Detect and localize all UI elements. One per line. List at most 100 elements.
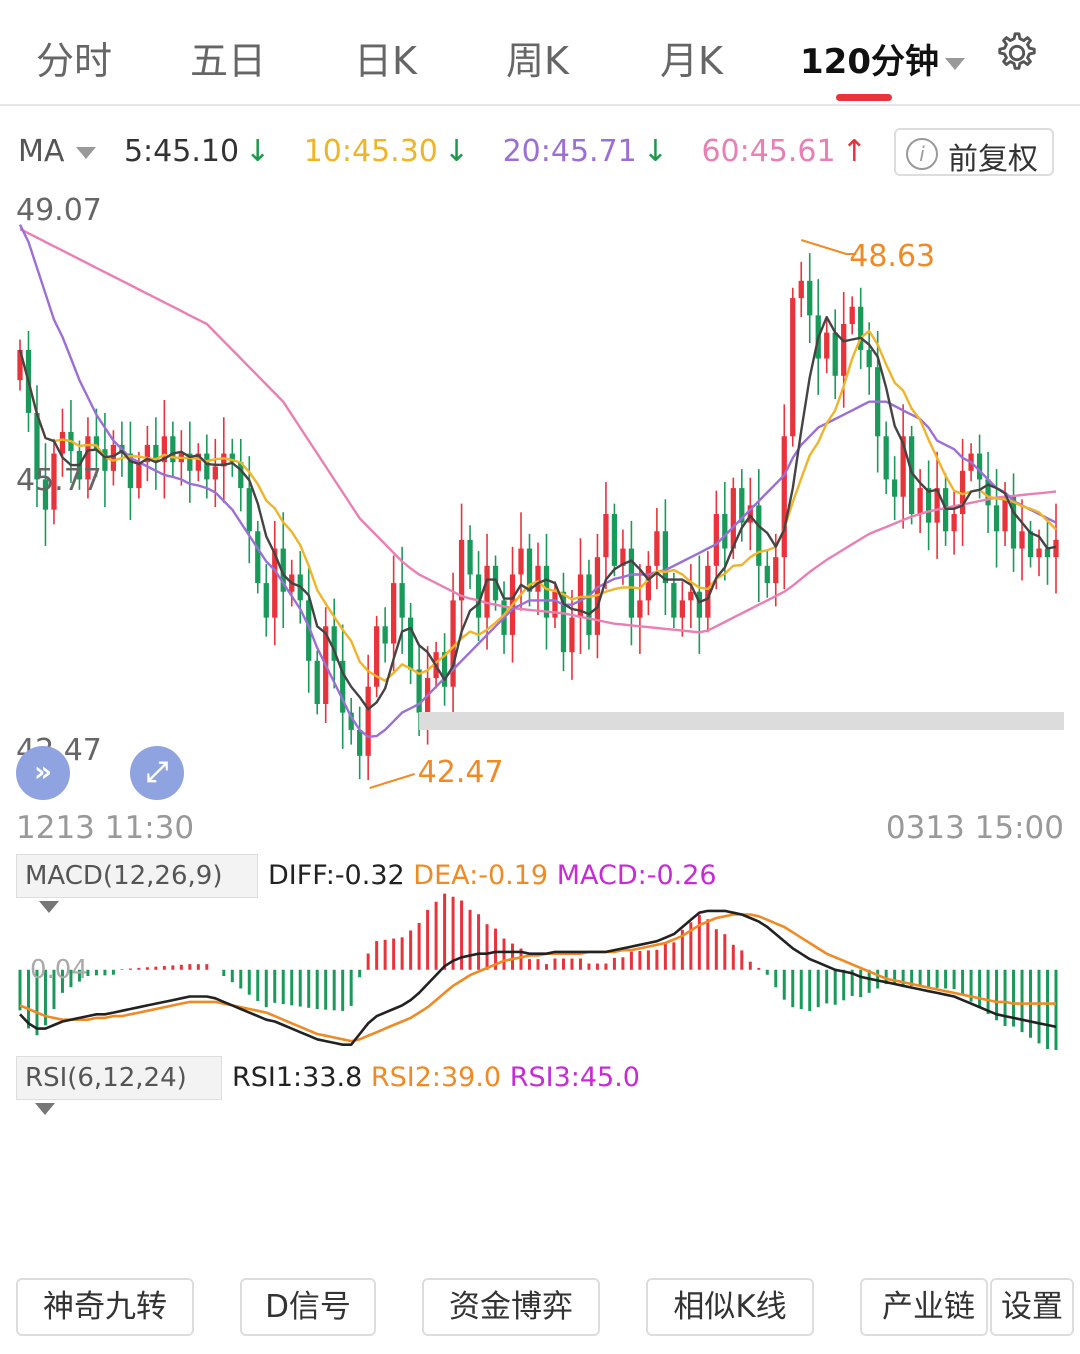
industry-chain-button[interactable]: 产业链 [860, 1278, 988, 1336]
candle-body [858, 306, 864, 350]
macd-dea-value: DEA:-0.19 [413, 860, 549, 891]
macd-label: MACD(12,26,9) [25, 861, 223, 891]
candle-body [569, 617, 575, 653]
candle-body [374, 626, 380, 687]
candle-body [1010, 496, 1017, 549]
candle-body [238, 462, 244, 489]
fullscreen-icon[interactable]: ⤢ [130, 746, 184, 800]
capital-game-button[interactable]: 资金博弈 [422, 1278, 600, 1336]
rsi1-value: RSI1:33.8 [232, 1062, 363, 1093]
candle-body [391, 583, 397, 644]
candle-body [798, 280, 804, 299]
candle-body [458, 539, 465, 601]
candle-body [747, 505, 753, 523]
candle-body [331, 626, 337, 661]
candle-body [781, 436, 787, 558]
candle-body [407, 617, 414, 670]
ma60-line [19, 227, 1057, 634]
rsi-selector[interactable]: RSI(6,12,24) [16, 1056, 222, 1115]
tab-daily-k[interactable]: 日K [354, 39, 417, 83]
ma-label: MA [18, 134, 65, 169]
candle-body [221, 453, 227, 467]
candle-body [730, 488, 736, 549]
date-start-label: 1213 11:30 [16, 810, 194, 846]
macd-dea-line [19, 913, 1056, 1043]
candle-body [679, 600, 685, 618]
candle-body [518, 548, 524, 575]
candle-body [841, 324, 847, 376]
similar-kline-button[interactable]: 相似K线 [646, 1278, 814, 1336]
high-marker-label: 48.63 [849, 239, 935, 274]
tab-weekly-k[interactable]: 周K [506, 39, 569, 83]
candle-body [475, 574, 482, 618]
candle-body [959, 470, 966, 514]
double-chevron-right-icon[interactable]: » [16, 746, 70, 800]
macd-diff-value: DIFF:-0.32 [268, 860, 405, 891]
candle-body [790, 298, 796, 437]
tab-120min[interactable]: 120分钟 [800, 34, 965, 83]
macd-values: DIFF:-0.32 DEA:-0.19 MACD:-0.26 [268, 860, 717, 891]
candle-body [382, 626, 388, 644]
d-signal-button[interactable]: D信号 [240, 1278, 376, 1336]
candle-body [340, 660, 346, 713]
candle-body [365, 686, 371, 756]
candle-body [93, 436, 100, 450]
candle-body [229, 453, 235, 463]
candle-body [620, 548, 626, 566]
candle-body [144, 444, 151, 463]
active-tab-indicator [836, 94, 892, 101]
adjustment-button[interactable]: i 前复权 [894, 128, 1054, 177]
candle-body [526, 548, 533, 592]
candle-body [161, 436, 167, 463]
candle-body [1044, 548, 1051, 558]
chevron-down-icon [39, 900, 59, 913]
candle-body [586, 574, 592, 635]
date-end-label: 0313 15:00 [886, 810, 1064, 846]
candle-body [59, 431, 66, 454]
candle-body [832, 332, 838, 376]
candle-body [110, 444, 117, 471]
candle-body [127, 453, 134, 489]
candle-body [467, 539, 473, 575]
ma-dropdown-icon[interactable] [76, 146, 97, 159]
tab-five-day[interactable]: 五日 [190, 39, 267, 83]
macd-zero-label: 0.04 [30, 955, 88, 985]
candle-body [255, 531, 261, 584]
candle-body [484, 565, 490, 618]
candle-body [925, 488, 932, 523]
candle-body [773, 557, 779, 584]
ma5-value: 5:45.10 ↓ [123, 134, 271, 169]
nine-turn-button[interactable]: 神奇九转 [16, 1278, 194, 1336]
candle-body [985, 479, 991, 506]
candle-body [212, 466, 218, 480]
ma20-line [18, 224, 1057, 738]
candle-body [705, 565, 711, 618]
chevron-down-icon [35, 1102, 55, 1115]
ma60-value: 60:45.61 ↑ [701, 134, 867, 169]
candle-body [892, 479, 898, 497]
candle-body [543, 565, 550, 618]
candle-body [951, 514, 957, 532]
candle-body [42, 479, 49, 510]
high-marker-line [800, 239, 857, 255]
candle-body [306, 600, 312, 661]
rsi2-value: RSI2:39.0 [370, 1062, 502, 1093]
candle-body [441, 652, 448, 687]
candle-body [900, 436, 906, 497]
chevron-down-icon [944, 57, 965, 70]
candle-body [450, 600, 456, 687]
gear-icon[interactable] [994, 30, 1040, 76]
candle-body [34, 412, 40, 480]
tab-intraday[interactable]: 分时 [36, 39, 113, 83]
candle-body [314, 660, 320, 704]
settings-button[interactable]: 设置 [990, 1278, 1074, 1336]
rsi-values: RSI1:33.8 RSI2:39.0 RSI3:45.0 [232, 1062, 640, 1093]
candle-body [696, 591, 702, 618]
candle-body [611, 514, 618, 566]
candle-body [713, 514, 719, 566]
candle-body [671, 583, 677, 618]
macd-selector[interactable]: MACD(12,26,9) [16, 854, 258, 913]
tab-monthly-k[interactable]: 月K [660, 39, 723, 83]
candle-body [136, 462, 142, 489]
